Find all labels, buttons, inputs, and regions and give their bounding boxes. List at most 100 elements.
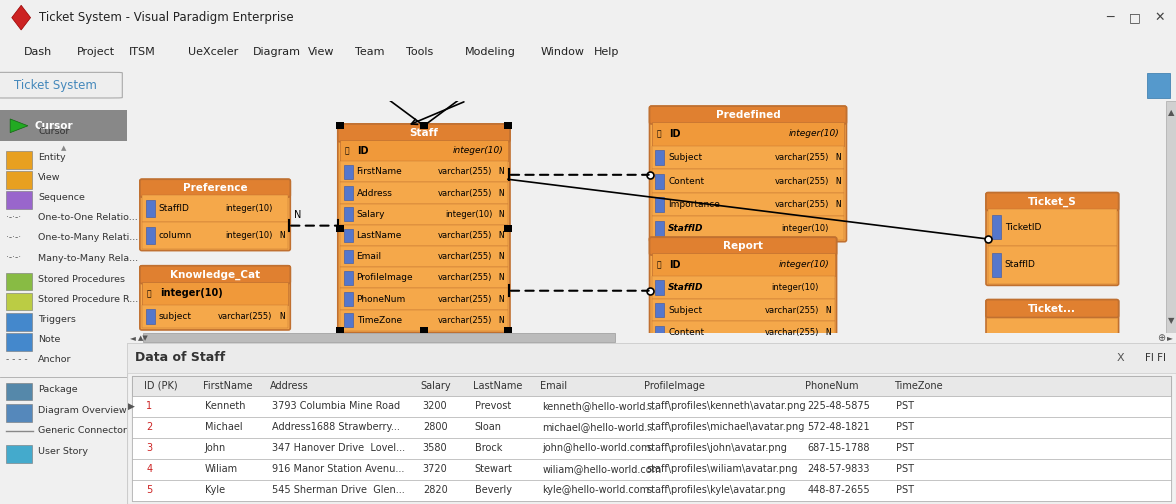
Text: N: N	[499, 273, 505, 282]
Bar	[142, 282, 288, 305]
Text: varchar(255): varchar(255)	[774, 176, 829, 185]
Bar	[6, 151, 32, 168]
Bar	[655, 303, 664, 318]
Text: X: X	[1117, 353, 1124, 363]
Bar	[6, 333, 32, 351]
Text: Data of Staff: Data of Staff	[135, 351, 225, 364]
Text: Tools: Tools	[406, 47, 433, 57]
FancyBboxPatch shape	[985, 193, 1118, 285]
Text: varchar(255): varchar(255)	[437, 273, 493, 282]
Bar	[655, 280, 664, 295]
Bar	[6, 445, 32, 463]
Text: Dash: Dash	[24, 47, 52, 57]
Bar	[343, 271, 353, 285]
Text: ·-·-·: ·-·-·	[6, 233, 21, 242]
Text: varchar(255): varchar(255)	[437, 167, 493, 176]
Text: Modeling: Modeling	[465, 47, 515, 57]
Text: N: N	[499, 210, 505, 219]
Bar	[652, 299, 835, 322]
Text: TimeZone: TimeZone	[356, 316, 402, 325]
Bar	[132, 417, 1171, 438]
FancyBboxPatch shape	[649, 237, 836, 255]
Text: 687-15-1788: 687-15-1788	[807, 444, 870, 454]
Bar	[505, 122, 512, 130]
Text: Entity: Entity	[38, 153, 66, 162]
Bar	[655, 150, 664, 165]
Text: StaffID: StaffID	[159, 204, 189, 213]
Text: ✕: ✕	[1155, 11, 1164, 24]
Bar	[655, 173, 664, 188]
Text: 2800: 2800	[423, 422, 447, 432]
Bar	[6, 404, 32, 422]
Text: ◄: ◄	[131, 333, 136, 342]
Bar	[1147, 73, 1170, 98]
Bar	[146, 309, 155, 324]
Text: ID (PK): ID (PK)	[145, 381, 178, 391]
Text: column: column	[159, 231, 192, 240]
Text: wiliam@hello-world.com: wiliam@hello-world.com	[542, 465, 661, 474]
Bar	[146, 227, 155, 244]
Bar	[132, 376, 1171, 396]
Text: 4: 4	[146, 465, 153, 474]
Text: kenneth@hello-world....: kenneth@hello-world....	[542, 401, 657, 411]
Text: Preference: Preference	[182, 183, 247, 193]
Bar	[142, 222, 288, 249]
FancyBboxPatch shape	[649, 237, 836, 346]
Text: integer(10): integer(10)	[225, 231, 273, 240]
Text: varchar(255): varchar(255)	[437, 231, 493, 240]
Bar	[343, 229, 353, 242]
Text: ▲: ▲	[1168, 108, 1175, 117]
Bar	[505, 327, 512, 335]
Text: ·-·-·: ·-·-·	[6, 254, 21, 263]
Text: 1: 1	[146, 401, 153, 411]
Text: Report: Report	[723, 241, 763, 251]
Text: 572-48-1821: 572-48-1821	[807, 422, 870, 432]
FancyBboxPatch shape	[0, 73, 122, 98]
FancyBboxPatch shape	[338, 124, 510, 333]
Text: FirstName: FirstName	[356, 167, 402, 176]
Text: staff\profiles\michael\avatar.png: staff\profiles\michael\avatar.png	[646, 422, 804, 432]
Text: ITSM: ITSM	[129, 47, 156, 57]
Bar	[652, 122, 844, 146]
Bar	[6, 171, 32, 188]
Text: Importance: Importance	[668, 200, 720, 209]
Bar	[343, 250, 353, 264]
Text: UeXceler: UeXceler	[188, 47, 239, 57]
Text: Address: Address	[270, 381, 309, 391]
Text: Beverly: Beverly	[475, 485, 512, 495]
Bar	[988, 246, 1117, 284]
Text: View: View	[38, 173, 61, 182]
Text: □: □	[1129, 11, 1141, 24]
Bar	[142, 196, 288, 222]
Text: Prevost: Prevost	[475, 401, 512, 411]
Text: Stored Procedures: Stored Procedures	[38, 275, 125, 284]
FancyBboxPatch shape	[140, 266, 290, 284]
Text: 5: 5	[146, 485, 153, 495]
Text: varchar(255): varchar(255)	[437, 252, 493, 261]
Bar	[340, 246, 508, 267]
FancyBboxPatch shape	[140, 266, 290, 330]
Text: PhoneNum: PhoneNum	[806, 381, 858, 391]
FancyBboxPatch shape	[985, 193, 1118, 211]
Bar	[336, 225, 343, 232]
Text: ID: ID	[669, 129, 681, 139]
Text: PhoneNum: PhoneNum	[356, 294, 406, 303]
Text: 248-57-9833: 248-57-9833	[807, 465, 870, 474]
Text: staff\profiles\wiliam\avatar.png: staff\profiles\wiliam\avatar.png	[646, 465, 797, 474]
Bar	[1167, 101, 1176, 333]
Text: PST: PST	[896, 422, 914, 432]
Text: varchar(255): varchar(255)	[764, 329, 818, 337]
Text: StaffID: StaffID	[668, 224, 703, 233]
Text: Ticket System: Ticket System	[14, 79, 96, 92]
Text: staff\profiles\kenneth\avatar.png: staff\profiles\kenneth\avatar.png	[646, 401, 806, 411]
Text: Diagram: Diagram	[253, 47, 301, 57]
Bar	[420, 122, 428, 130]
Bar	[991, 215, 1001, 239]
Text: kyle@hello-world.com: kyle@hello-world.com	[542, 485, 649, 495]
Bar	[340, 161, 508, 182]
Bar	[655, 197, 664, 212]
Text: N: N	[835, 200, 841, 209]
Bar	[6, 293, 32, 310]
Bar	[127, 343, 1176, 373]
Text: N: N	[826, 329, 830, 337]
